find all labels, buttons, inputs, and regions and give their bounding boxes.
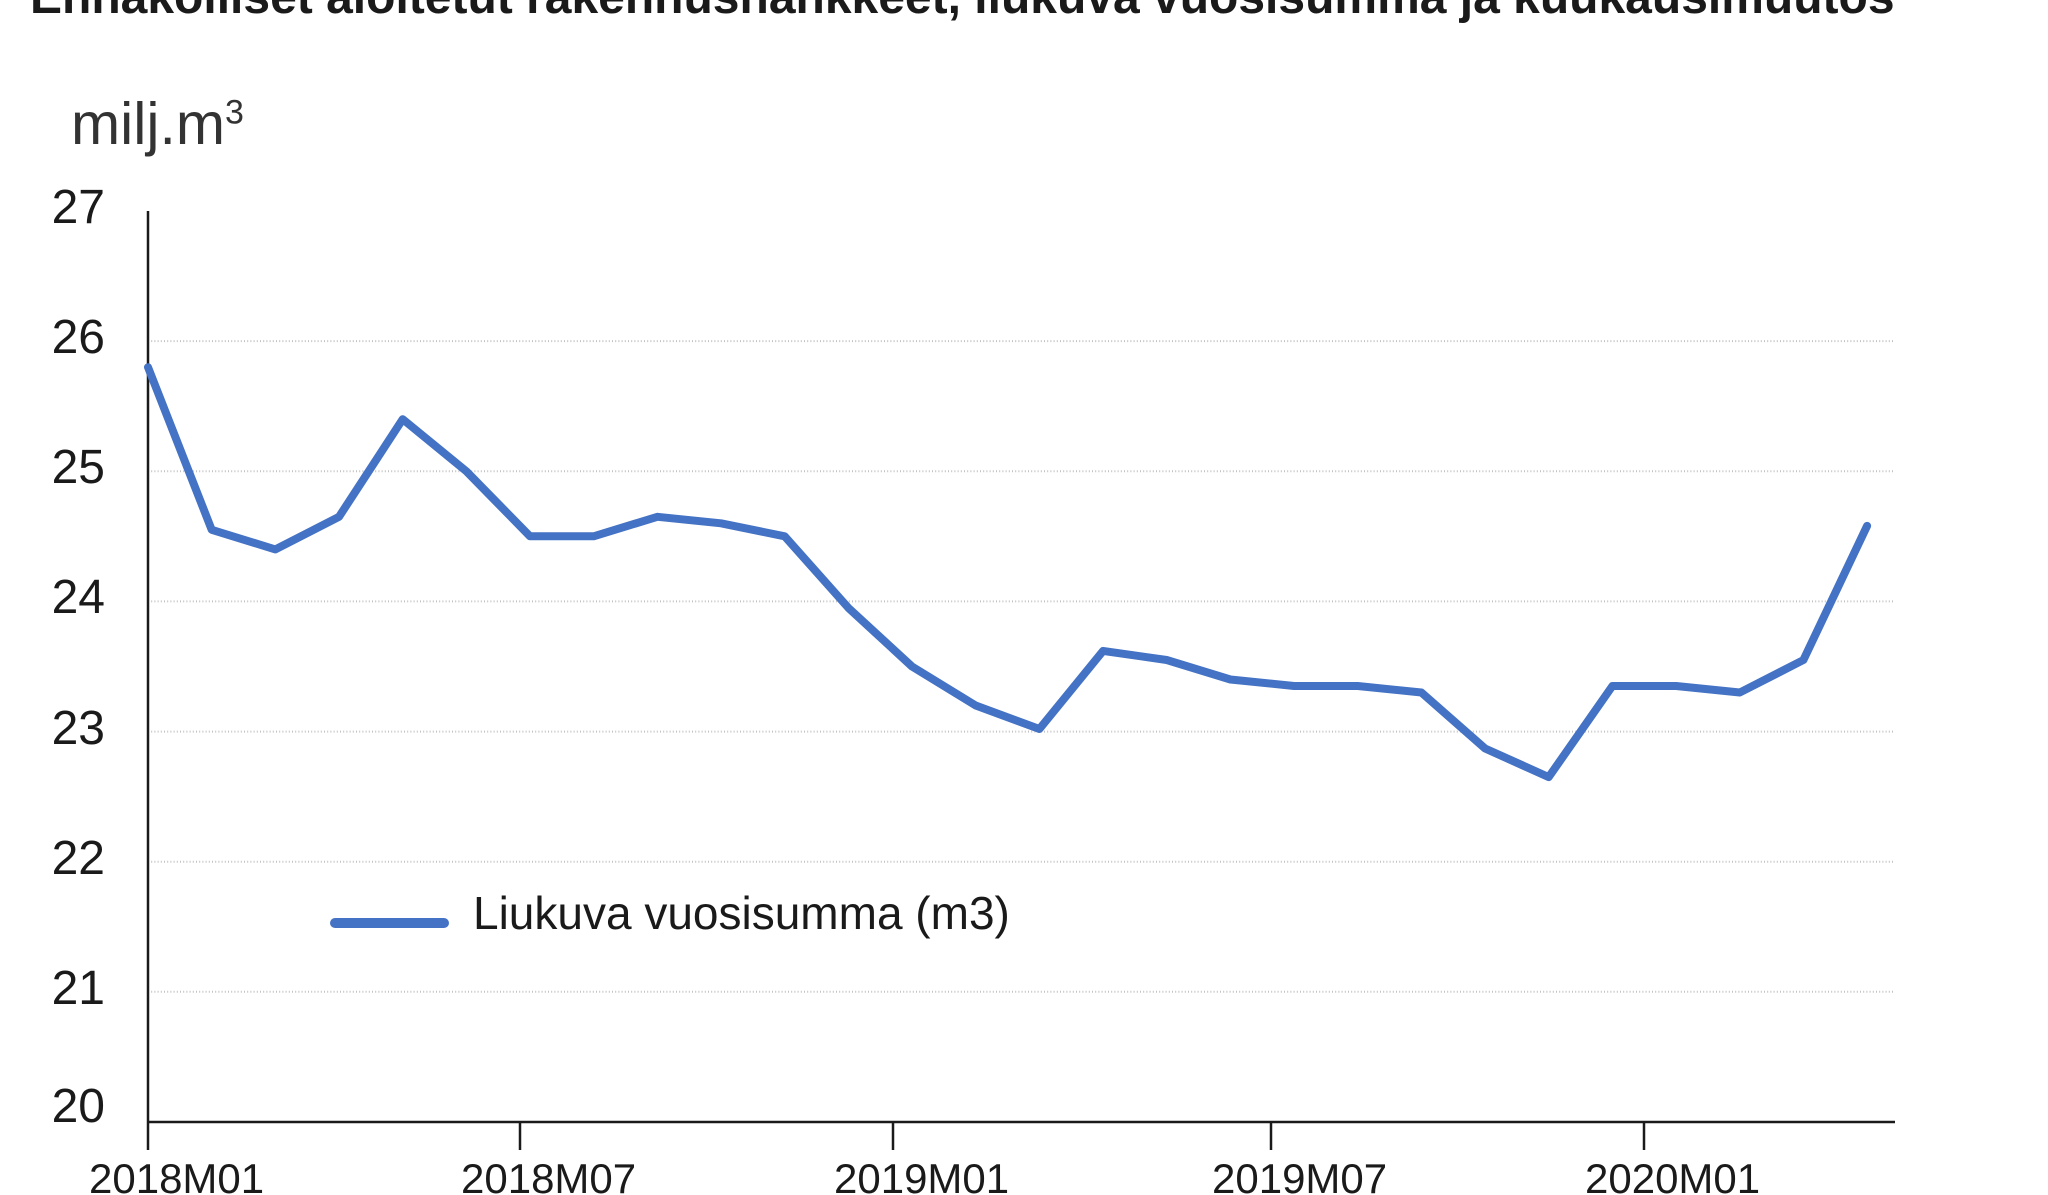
svg-text:25: 25	[52, 441, 105, 494]
svg-text:22: 22	[52, 832, 105, 885]
svg-text:24: 24	[52, 571, 105, 624]
svg-text:23: 23	[52, 702, 105, 755]
svg-text:21: 21	[52, 962, 105, 1015]
svg-text:Liukuva vuosisumma (m3): Liukuva vuosisumma (m3)	[473, 887, 1010, 939]
svg-text:27: 27	[52, 181, 105, 234]
svg-text:2019M07: 2019M07	[1212, 1155, 1387, 1195]
svg-text:20: 20	[52, 1080, 105, 1133]
svg-text:2019M01: 2019M01	[834, 1155, 1009, 1195]
svg-text:2018M07: 2018M07	[461, 1155, 636, 1195]
svg-text:26: 26	[52, 311, 105, 364]
svg-text:2018M01: 2018M01	[89, 1155, 264, 1195]
svg-text:2020M01: 2020M01	[1585, 1155, 1760, 1195]
